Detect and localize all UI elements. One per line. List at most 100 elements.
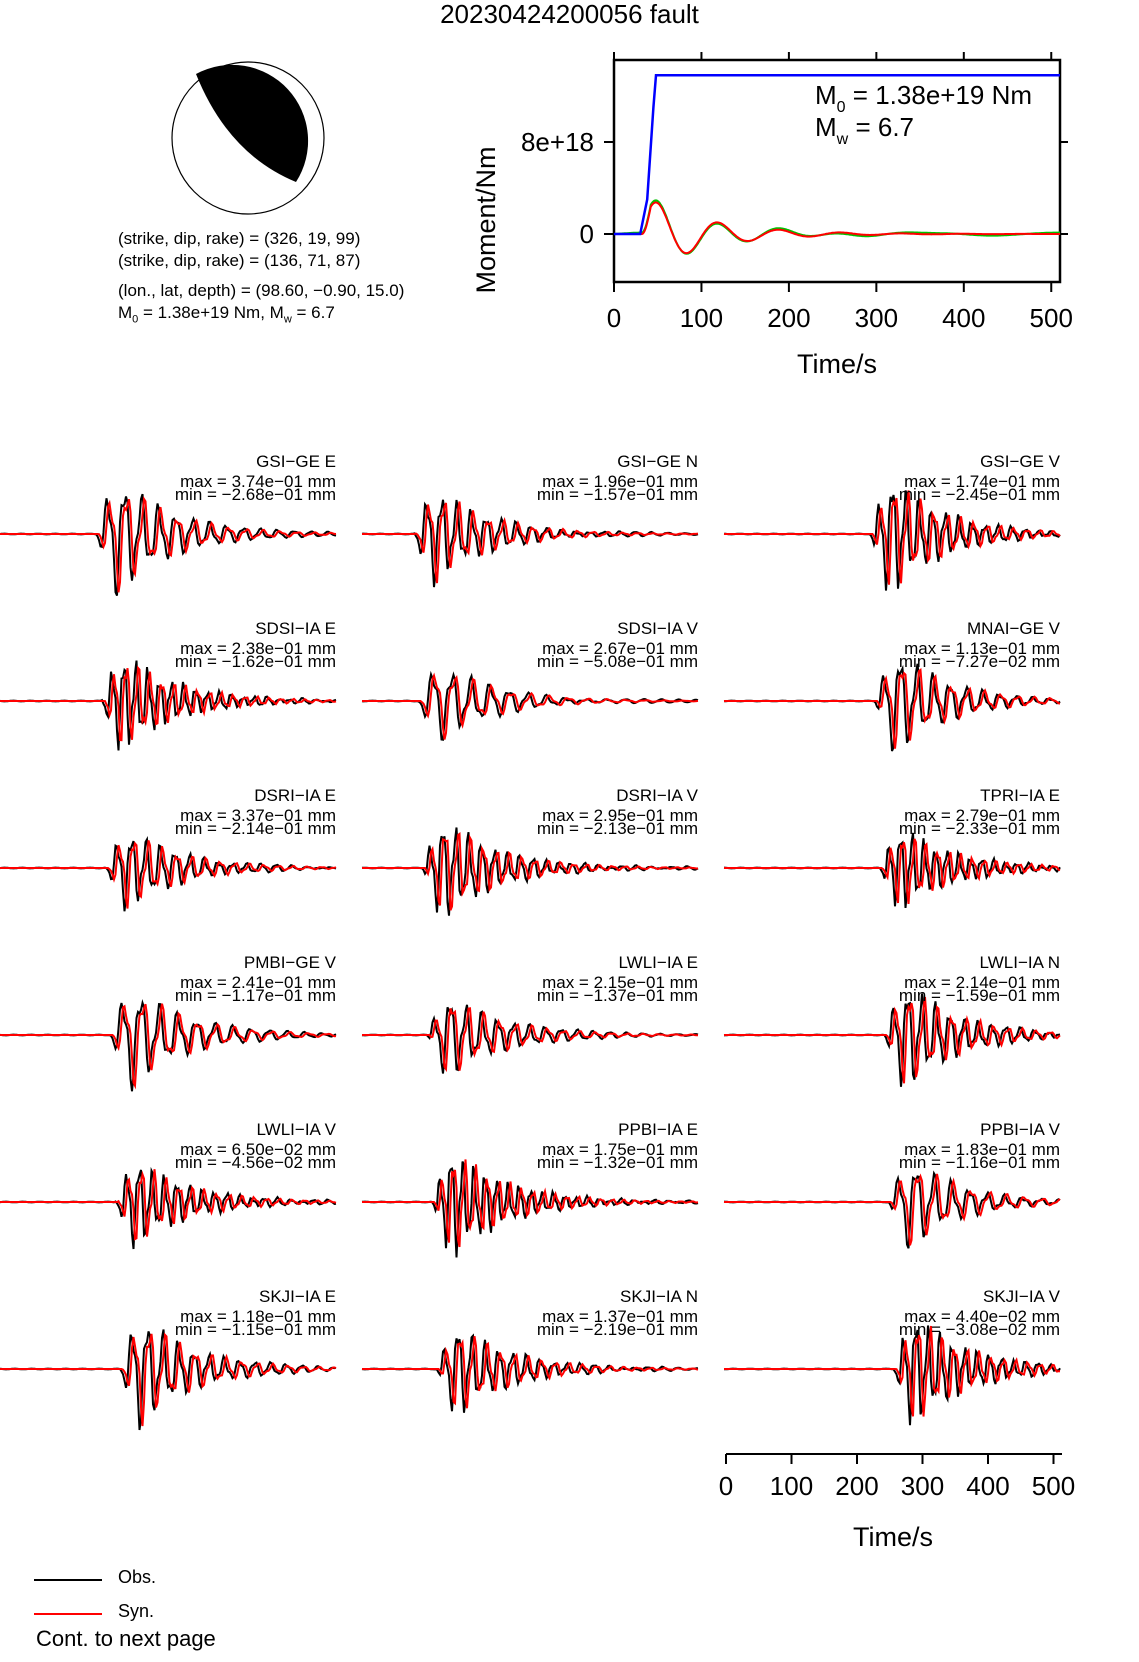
min-amplitude: min = −4.56e−02 mm [175, 1153, 336, 1172]
nodal-plane-2: (strike, dip, rake) = (136, 71, 87) [118, 251, 361, 270]
min-amplitude: min = −2.13e−01 mm [537, 819, 698, 838]
synthetic-waveform [0, 1332, 337, 1427]
nodal-plane-1: (strike, dip, rake) = (326, 19, 99) [118, 229, 361, 248]
synthetic-waveform [724, 490, 1061, 585]
observed-waveform [0, 660, 337, 751]
max-amplitude: max = 1.13e−01 mm [904, 639, 1060, 658]
max-amplitude: max = 2.38e−01 mm [180, 639, 336, 658]
min-amplitude: min = −1.32e−01 mm [537, 1153, 698, 1172]
moment-summary: M0 = 1.38e+19 Nm, Mw = 6.7 [118, 303, 335, 326]
station-label: PPBI−IA E [618, 1120, 698, 1139]
min-amplitude: min = −5.08e−01 mm [537, 652, 698, 671]
continuation-note: Cont. to next page [36, 1626, 216, 1651]
synthetic-waveform [724, 668, 1061, 749]
moment-ytick-label: 0 [580, 219, 594, 249]
time-tick-label: 0 [719, 1471, 733, 1501]
time-axis-label: Time/s [853, 1522, 933, 1552]
synthetic-waveform [0, 665, 337, 742]
beachball [171, 61, 325, 215]
time-axis: 0 100 200 300 400 500 Time/s [719, 1453, 1075, 1552]
max-amplitude: max = 2.67e−01 mm [542, 639, 698, 658]
synthetic-waveform [0, 496, 337, 593]
min-amplitude: min = −2.68e−01 mm [175, 485, 336, 504]
min-amplitude: min = −2.45e−01 mm [899, 485, 1060, 504]
synthetic-waveform [0, 1169, 337, 1241]
moment-rate-curve-green [613, 199, 1060, 255]
moment-xlabel: Time/s [797, 349, 877, 379]
min-amplitude: min = −1.59e−01 mm [899, 986, 1060, 1005]
observed-waveform [361, 670, 699, 741]
observed-waveform [723, 832, 1061, 908]
time-tick-label: 400 [966, 1471, 1009, 1501]
station-label: SDSI−IA E [255, 619, 336, 638]
max-amplitude: max = 3.37e−01 mm [180, 806, 336, 825]
cumulative-moment-line [614, 74, 1060, 236]
min-amplitude: min = −2.33e−01 mm [899, 819, 1060, 838]
station-label: GSI−GE N [617, 452, 698, 471]
legend-syn-label: Syn. [118, 1601, 155, 1621]
max-amplitude: max = 2.79e−01 mm [904, 806, 1060, 825]
synthetic-waveform [362, 1336, 699, 1409]
observed-waveform [361, 1333, 699, 1413]
hypocenter-info: (lon., lat, depth) = (98.60, −0.90, 15.0… [118, 281, 405, 300]
moment-xtick-label: 400 [942, 303, 985, 333]
synthetic-waveform [362, 501, 699, 584]
moment-xtick-label: 0 [607, 303, 621, 333]
max-amplitude: max = 2.41e−01 mm [180, 973, 336, 992]
min-amplitude: min = −1.62e−01 mm [175, 652, 336, 671]
max-amplitude: max = 1.75e−01 mm [542, 1140, 698, 1159]
station-label: SKJI−IA E [259, 1287, 336, 1306]
moment-ytick-label: 8e+18 [521, 127, 594, 157]
station-label: DSRI−IA V [616, 786, 698, 805]
synthetic-waveform [724, 1173, 1061, 1246]
min-amplitude: min = −1.16e−01 mm [899, 1153, 1060, 1172]
observed-waveform [723, 1170, 1061, 1249]
moment-y-ticks: 0 8e+18 [521, 127, 1068, 249]
time-tick-label: 500 [1032, 1471, 1075, 1501]
station-label: TPRI−IA E [980, 786, 1060, 805]
min-amplitude: min = −7.27e−02 mm [899, 652, 1060, 671]
time-tick-label: 200 [835, 1471, 878, 1501]
min-amplitude: min = −1.57e−01 mm [537, 485, 698, 504]
legend-syn-line [34, 1613, 102, 1615]
synthetic-waveform [362, 831, 699, 911]
synthetic-waveform [362, 672, 699, 740]
observed-waveform [361, 1004, 699, 1074]
max-amplitude: max = 2.15e−01 mm [542, 973, 698, 992]
synthetic-waveform [724, 996, 1061, 1084]
station-label: LWLI−IA V [256, 1120, 336, 1139]
synthetic-waveform [0, 840, 337, 909]
moment-xtick-label: 500 [1030, 303, 1073, 333]
max-amplitude: max = 6.50e−02 mm [180, 1140, 336, 1159]
time-tick-label: 300 [901, 1471, 944, 1501]
station-label: DSRI−IA E [254, 786, 336, 805]
moment-xtick-label: 300 [855, 303, 898, 333]
observed-waveform [0, 1166, 337, 1250]
synthetic-waveform [724, 1325, 1061, 1417]
min-amplitude: min = −3.08e−02 mm [899, 1320, 1060, 1339]
observed-waveform [361, 1161, 699, 1258]
synthetic-waveform [724, 838, 1061, 905]
station-label: SKJI−IA N [620, 1287, 698, 1306]
max-amplitude: max = 1.96e−01 mm [542, 472, 698, 491]
max-amplitude: max = 1.83e−01 mm [904, 1140, 1060, 1159]
moment-xtick-label: 100 [680, 303, 723, 333]
station-label: LWLI−IA E [618, 953, 698, 972]
min-amplitude: min = −1.17e−01 mm [175, 986, 336, 1005]
moment-plot-frame [612, 58, 1062, 284]
station-label: GSI−GE V [980, 452, 1060, 471]
max-amplitude: max = 1.18e−01 mm [180, 1307, 336, 1326]
